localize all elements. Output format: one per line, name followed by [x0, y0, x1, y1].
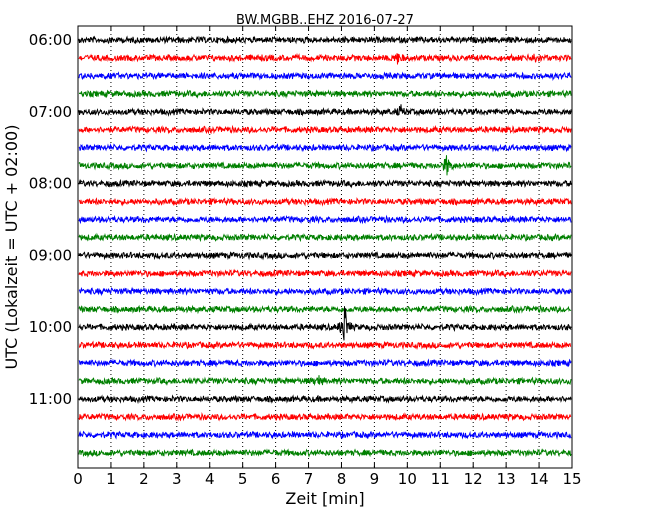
x-tick-label: 6 — [271, 470, 281, 488]
x-tick-label: 4 — [205, 470, 215, 488]
x-tick-label: 9 — [370, 470, 380, 488]
x-tick-label: 7 — [304, 470, 314, 488]
trace-line — [78, 250, 572, 261]
trace-line — [79, 340, 572, 351]
trace-line — [78, 286, 572, 297]
x-tick-label: 1 — [106, 470, 116, 488]
y-tick-label: 11:00 — [29, 390, 72, 408]
y-tick-label: 07:00 — [29, 103, 72, 121]
x-tick-label: 12 — [464, 470, 483, 488]
x-tick-label: 11 — [431, 470, 450, 488]
y-tick-label: 09:00 — [29, 246, 72, 264]
trace-line — [78, 448, 572, 458]
trace-line — [78, 52, 572, 65]
y-tick-label: 08:00 — [29, 175, 72, 193]
x-axis-label: Zeit [min] — [285, 489, 364, 508]
x-axis: 0 1 2 3 4 5 6 7 8 9 10 11 12 13 14 15 — [73, 26, 582, 488]
trace-line — [78, 232, 572, 243]
x-tick-label: 8 — [337, 470, 347, 488]
x-tick-label: 13 — [497, 470, 516, 488]
seismic-traces — [78, 35, 572, 458]
trace-line — [78, 104, 572, 117]
x-tick-label: 15 — [562, 470, 581, 488]
trace-line — [78, 411, 572, 422]
y-axis: 06:00 07:00 08:00 09:00 10:00 11:00 — [29, 31, 572, 408]
x-tick-label: 2 — [139, 470, 149, 488]
trace-line — [78, 214, 572, 225]
x-tick-label: 14 — [530, 470, 549, 488]
grid-lines — [110, 26, 540, 468]
trace-line — [79, 89, 572, 99]
y-tick-label: 10:00 — [29, 318, 72, 336]
trace-line — [78, 375, 572, 387]
y-axis-label: UTC (Lokalzeit = UTC + 02:00) — [2, 125, 21, 370]
x-tick-label: 3 — [172, 470, 182, 488]
y-tick-label: 06:00 — [29, 31, 72, 49]
x-tick-label: 5 — [238, 470, 248, 488]
trace-line — [78, 306, 572, 341]
trace-line — [78, 394, 572, 405]
plot-frame — [77, 25, 573, 469]
trace-line — [78, 358, 572, 368]
trace-line — [78, 155, 572, 176]
x-tick-label: 0 — [73, 470, 83, 488]
x-tick-label: 10 — [398, 470, 417, 488]
trace-line — [78, 124, 572, 135]
trace-line — [78, 178, 572, 189]
trace-line — [78, 304, 572, 315]
trace-line — [78, 35, 572, 45]
trace-line — [78, 197, 572, 207]
chart-title: BW.MGBB..EHZ 2016-07-27 — [236, 13, 414, 28]
trace-line — [78, 268, 572, 279]
trace-line — [78, 71, 572, 82]
trace-line — [78, 143, 572, 153]
trace-line — [78, 430, 572, 440]
